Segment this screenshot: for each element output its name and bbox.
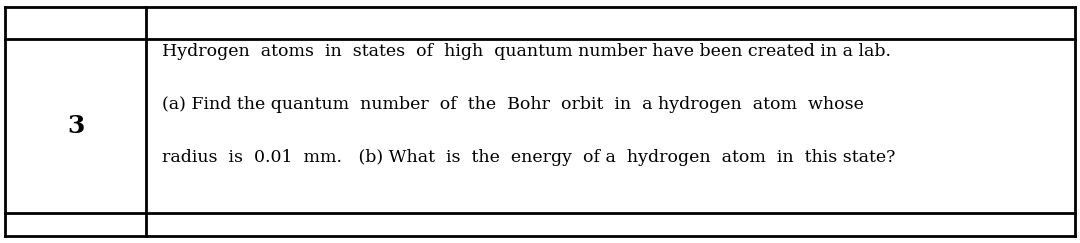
Text: radius  is  0.01  mm.   (b) What  is  the  energy  of a  hydrogen  atom  in  thi: radius is 0.01 mm. (b) What is the energ… xyxy=(162,149,895,166)
Text: 3: 3 xyxy=(67,114,84,138)
Text: (a) Find the quantum  number  of  the  Bohr  orbit  in  a hydrogen  atom  whose: (a) Find the quantum number of the Bohr … xyxy=(162,96,864,113)
Text: Hydrogen  atoms  in  states  of  high  quantum number have been created in a lab: Hydrogen atoms in states of high quantum… xyxy=(162,43,891,60)
